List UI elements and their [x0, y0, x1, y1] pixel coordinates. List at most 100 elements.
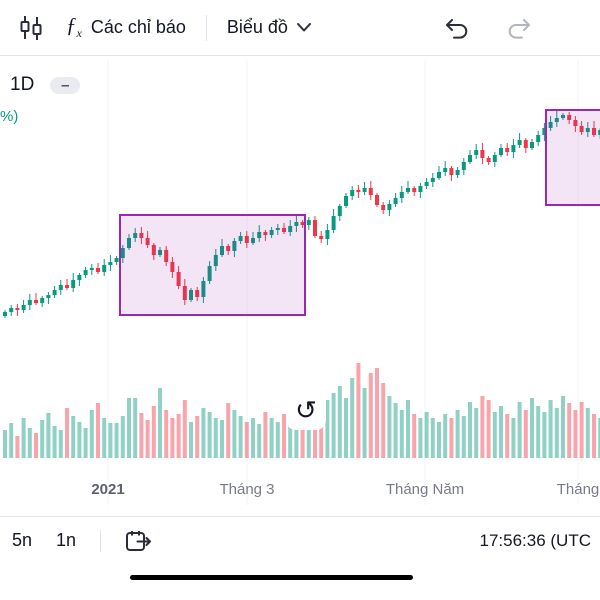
- volume-bar: [294, 426, 299, 458]
- candle: [511, 145, 516, 152]
- volume-bar: [561, 396, 565, 458]
- candle: [282, 228, 286, 232]
- go-to-date-icon: [126, 530, 152, 551]
- volume-bar: [517, 402, 522, 458]
- candle: [108, 262, 113, 265]
- candle: [176, 272, 181, 286]
- volume-bar: [83, 428, 88, 458]
- volume-bar: [127, 398, 131, 458]
- volume-bar: [282, 414, 286, 458]
- candle: [46, 295, 51, 298]
- volume-bar: [34, 433, 38, 458]
- volume-bar: [387, 396, 392, 458]
- volume-bar: [356, 363, 361, 458]
- candle: [393, 198, 398, 204]
- volume-bar: [313, 414, 317, 458]
- candle: [536, 135, 541, 142]
- candle: [164, 250, 169, 262]
- volume-bar: [102, 418, 107, 458]
- x-axis[interactable]: 2021 Tháng 3 Tháng Năm Tháng: [0, 481, 600, 503]
- volume-bar: [89, 410, 94, 458]
- candle: [257, 232, 262, 238]
- toolbar-separator: [100, 529, 102, 552]
- volume-bar: [337, 386, 342, 458]
- bottom-toolbar: 5n 1n 17:56:36 (UTC: [0, 516, 600, 564]
- volume-bar: [15, 436, 20, 458]
- go-to-date-button[interactable]: [125, 529, 152, 553]
- candle: [15, 308, 20, 310]
- candle: [387, 204, 392, 210]
- candle: [139, 233, 144, 238]
- x-axis-label: Tháng: [556, 481, 600, 498]
- undo-button[interactable]: [444, 16, 470, 40]
- volume-bar: [3, 430, 7, 458]
- volume-bar: [449, 418, 454, 458]
- candle: [102, 265, 107, 272]
- volume-bar: [96, 403, 100, 458]
- candle: [368, 188, 373, 195]
- candle: [455, 170, 460, 175]
- candle: [517, 140, 522, 145]
- collapse-legend-button[interactable]: –: [50, 76, 81, 94]
- chart-style-button[interactable]: [16, 13, 46, 43]
- volume-bar: [145, 420, 150, 458]
- candle: [65, 285, 69, 288]
- toolbar-separator: [205, 14, 207, 41]
- candle: [288, 226, 293, 232]
- volume-bar: [406, 400, 410, 458]
- volume-bar: [455, 410, 460, 458]
- candle: [220, 246, 224, 255]
- volume-bar: [40, 420, 45, 458]
- annotation-box[interactable]: [545, 109, 600, 206]
- volume-bar: [158, 388, 162, 458]
- interval-5d-button[interactable]: 5n: [12, 530, 33, 550]
- volume-bar: [275, 422, 280, 458]
- candle: [151, 245, 156, 255]
- interval-label[interactable]: 1D: [10, 74, 35, 95]
- volume-bar: [344, 398, 348, 458]
- candle: [443, 168, 448, 172]
- indicators-button[interactable]: ƒx Các chỉ báo: [66, 15, 186, 40]
- chart-menu-button[interactable]: Biểu đồ: [227, 17, 311, 38]
- candle: [344, 196, 348, 206]
- candle: [554, 118, 559, 122]
- volume-bar: [114, 423, 119, 458]
- candle: [331, 216, 336, 230]
- interval-1d-button[interactable]: 1n: [56, 530, 77, 550]
- volume-bar: [530, 398, 534, 458]
- redo-button[interactable]: [506, 16, 532, 40]
- candle: [71, 280, 76, 288]
- candle: [182, 286, 187, 300]
- candle: [201, 281, 206, 297]
- candle: [244, 236, 249, 243]
- volume-bar: [226, 403, 231, 458]
- candle: [114, 258, 119, 262]
- candle: [579, 126, 584, 132]
- volume-bar: [480, 396, 485, 458]
- candle: [356, 190, 361, 192]
- reset-chart-button[interactable]: ↺: [286, 390, 326, 430]
- volume-bar: [554, 408, 559, 458]
- home-indicator[interactable]: [130, 575, 413, 580]
- volume-bar: [443, 414, 448, 458]
- candle: [127, 238, 131, 248]
- volume-bar: [592, 414, 596, 458]
- minus-icon: –: [61, 76, 70, 94]
- volume-bar: [71, 416, 76, 458]
- annotation-box[interactable]: [119, 214, 306, 316]
- volume-bar: [505, 414, 510, 458]
- volume-bar: [207, 412, 212, 458]
- volume-bar: [542, 412, 547, 458]
- volume-bar: [288, 420, 293, 458]
- volume-bar: [579, 402, 584, 458]
- volume-bar: [269, 418, 274, 458]
- x-axis-label: Tháng Năm: [385, 481, 465, 498]
- volume-bar: [139, 413, 144, 458]
- volume-bar: [238, 416, 243, 458]
- volume-bar: [461, 416, 466, 458]
- candle: [213, 255, 218, 266]
- volume-bar: [412, 414, 417, 458]
- candle: [437, 172, 441, 178]
- candle: [337, 206, 342, 216]
